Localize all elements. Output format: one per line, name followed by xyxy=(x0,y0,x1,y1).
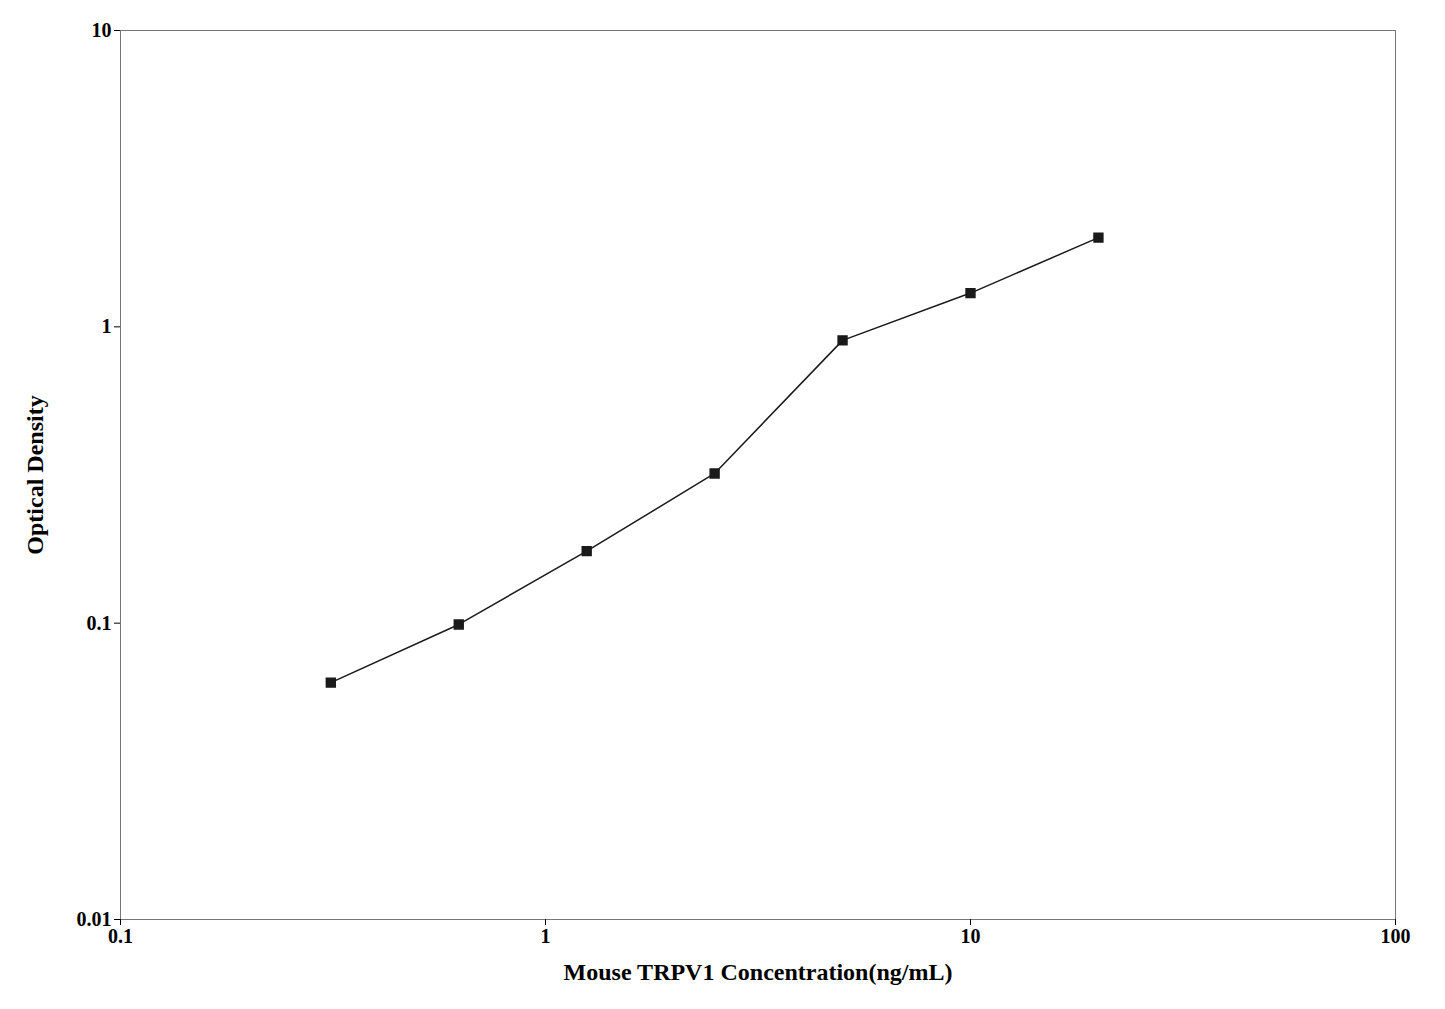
svg-text:10: 10 xyxy=(961,925,981,947)
svg-text:Optical Density: Optical Density xyxy=(22,395,48,554)
svg-text:1: 1 xyxy=(541,925,551,947)
svg-text:100: 100 xyxy=(1381,925,1411,947)
svg-text:10: 10 xyxy=(92,19,112,41)
svg-text:0.1: 0.1 xyxy=(87,612,112,634)
svg-text:0.1: 0.1 xyxy=(108,925,133,947)
svg-text:Mouse TRPV1 Concentration(ng/m: Mouse TRPV1 Concentration(ng/mL) xyxy=(564,959,953,985)
svg-text:1: 1 xyxy=(102,315,112,337)
svg-text:0.01: 0.01 xyxy=(77,908,112,930)
